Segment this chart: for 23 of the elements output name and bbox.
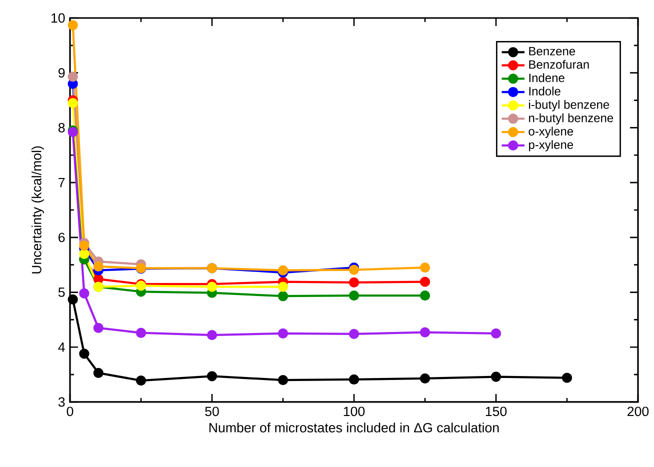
x-axis-title: Number of microstates included in ΔG calculation [209,422,499,432]
legend-label: i-butyl benzene [529,100,610,112]
legend-label: o-xylene [528,126,574,138]
x-tick-label: 200 [628,406,649,416]
legend-label: Indole [529,86,560,96]
x-tick-label: 0 [66,406,74,416]
y-tick-label: 4 [58,342,65,352]
y-tick-label: 3 [58,397,65,407]
y-tick-label: 8 [58,122,65,132]
x-tick-label: 150 [486,406,507,416]
y-tick-label: 5 [58,288,65,297]
x-tick-label: 100 [344,406,365,416]
y-axis-title: Uncertainty (kcal/mol) [32,146,44,274]
legend-label: Benzofuran [529,60,589,69]
legend-label: Indene [529,73,564,82]
x-tick-label: 50 [205,406,219,416]
legend-label: p-xylene [529,140,574,152]
y-tick-label: 9 [58,68,65,78]
legend-label: n-butyl benzene [529,113,614,125]
y-tick-label: 7 [58,178,65,188]
legend-label: Benzene [529,47,576,56]
y-tick-label: 6 [58,232,65,242]
y-tick-label: 10 [51,13,65,23]
